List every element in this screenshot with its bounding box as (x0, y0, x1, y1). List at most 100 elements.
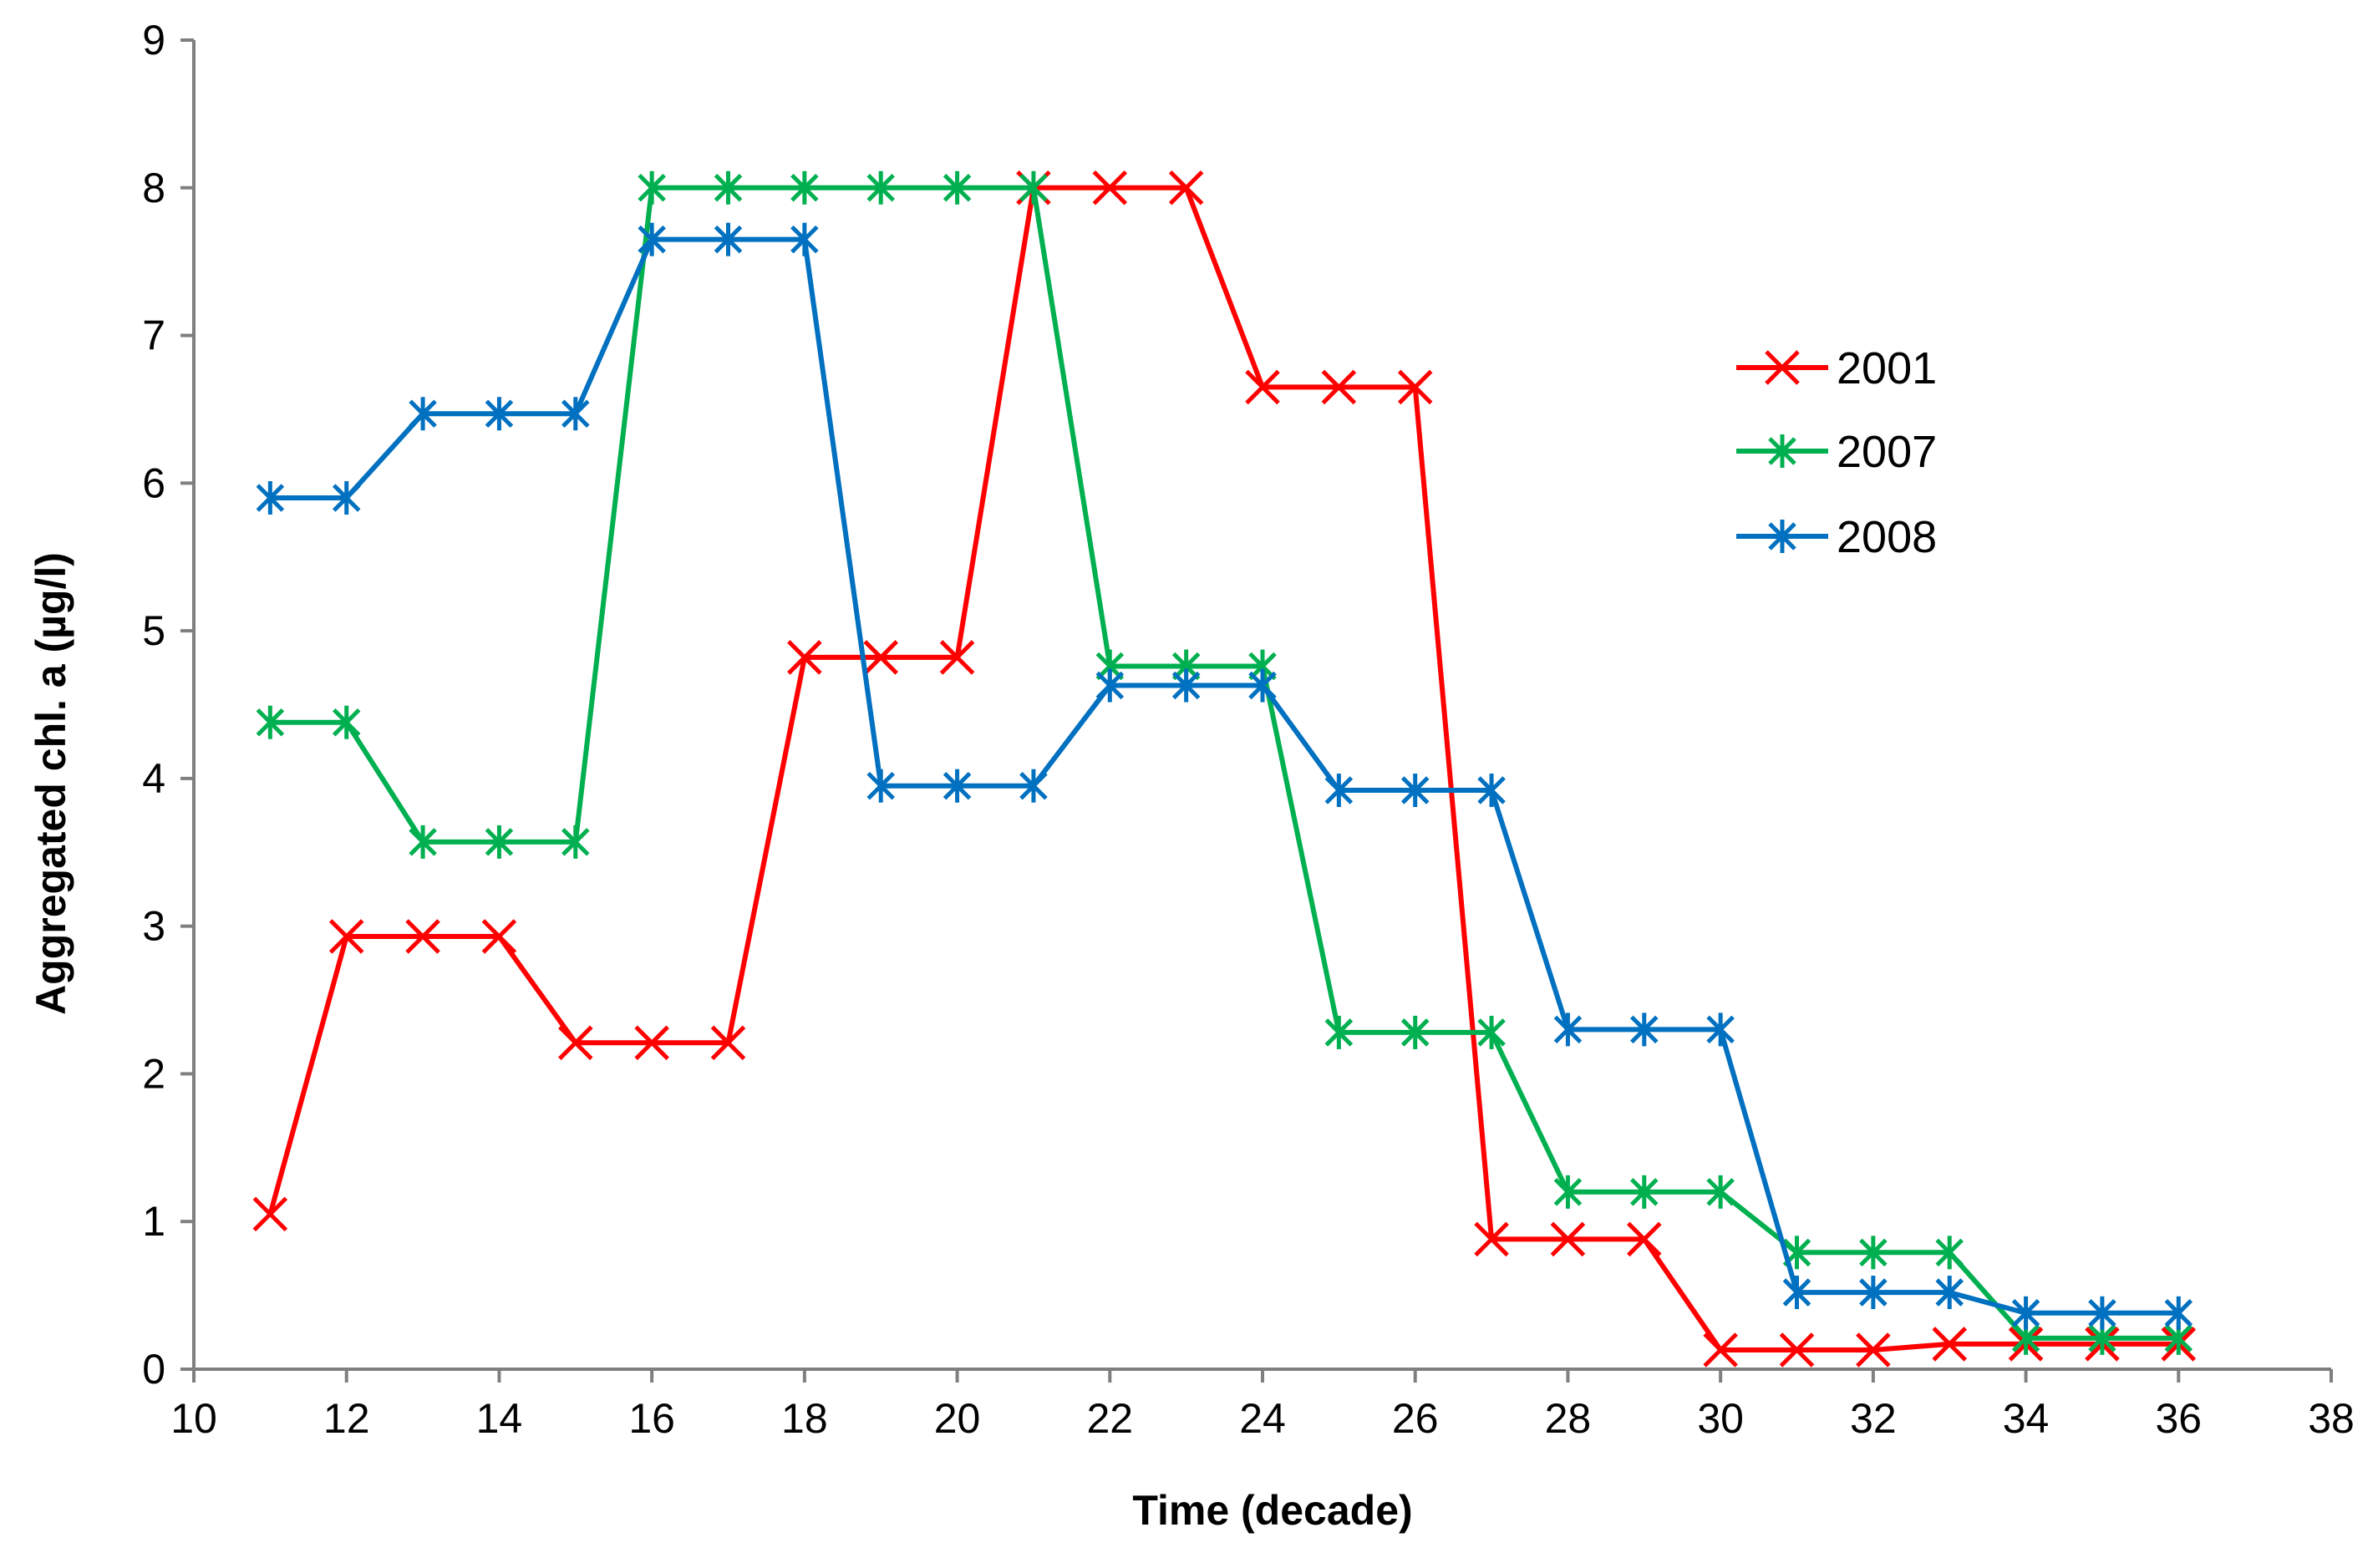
y-tick-label: 0 (142, 1346, 165, 1393)
data-point-2008 (638, 222, 666, 256)
data-point-2007 (943, 170, 972, 205)
legend-label: 2007 (1837, 427, 1937, 477)
data-point-2001 (1397, 369, 1433, 405)
x-tick-label: 28 (1545, 1395, 1592, 1442)
data-point-2008 (1782, 1276, 1811, 1310)
x-tick-label: 24 (1239, 1395, 1286, 1442)
data-point-2001 (1856, 1332, 1891, 1368)
y-tick-label: 7 (142, 312, 165, 359)
data-point-2008 (256, 481, 285, 515)
data-point-2001 (1321, 369, 1357, 405)
data-point-2001 (1092, 170, 1128, 206)
x-tick-label: 14 (476, 1395, 523, 1442)
legend-swatch-marker (1768, 520, 1796, 553)
data-point-2001 (1932, 1327, 1967, 1362)
x-tick-label: 36 (2155, 1395, 2202, 1442)
data-point-2007 (1324, 1015, 1354, 1049)
legend-label: 2001 (1837, 343, 1937, 393)
x-tick-label: 32 (1850, 1395, 1897, 1442)
x-tick-label: 16 (628, 1395, 675, 1442)
data-point-2007 (1553, 1175, 1583, 1209)
legend-swatch-marker (1765, 350, 1800, 385)
data-point-2008 (1553, 1012, 1583, 1047)
data-point-2001 (1627, 1221, 1662, 1257)
data-point-2008 (1859, 1276, 1888, 1310)
data-point-2008 (1935, 1276, 1964, 1310)
data-point-2007 (866, 170, 895, 205)
legend-swatch-marker (1768, 434, 1796, 468)
data-point-2007 (485, 825, 514, 859)
legend-item-2001: 2001 (1736, 343, 1937, 393)
x-tick-label: 10 (170, 1395, 217, 1442)
data-point-2001 (1474, 1221, 1509, 1257)
x-tick-label: 34 (2003, 1395, 2050, 1442)
data-point-2001 (1703, 1332, 1738, 1368)
legend-label: 2008 (1837, 512, 1937, 562)
series-layer (252, 170, 2197, 1368)
data-point-2008 (1171, 668, 1201, 703)
data-point-2008 (1477, 774, 1506, 808)
legend: 2001 2007 2008 (1736, 343, 1937, 562)
y-tick-label: 6 (142, 459, 165, 506)
y-tick-label: 3 (142, 903, 165, 950)
legend-item-2007: 2007 (1736, 427, 1937, 477)
series-2008 (256, 222, 2193, 1330)
x-axis-title: Time (decade) (1132, 1487, 1412, 1534)
data-point-2008 (714, 222, 743, 256)
data-point-2008 (1248, 668, 1277, 703)
data-point-2007 (561, 825, 590, 859)
data-point-2008 (1630, 1012, 1659, 1047)
data-point-2007 (790, 170, 819, 205)
series-line-2008 (270, 236, 2179, 1316)
data-point-2008 (1324, 774, 1354, 808)
data-point-2008 (866, 769, 895, 803)
data-point-2001 (1245, 369, 1280, 405)
data-point-2001 (558, 1025, 593, 1061)
data-point-2007 (1630, 1175, 1659, 1209)
data-point-2007 (1859, 1236, 1888, 1270)
data-point-2007 (1477, 1015, 1506, 1049)
x-tick-label: 38 (2308, 1395, 2355, 1442)
data-point-2008 (1095, 668, 1125, 703)
y-tick-label: 1 (142, 1198, 165, 1245)
data-point-2001 (1779, 1332, 1815, 1368)
data-point-2008 (943, 769, 972, 803)
data-point-2001 (787, 640, 822, 675)
data-point-2001 (405, 919, 440, 954)
data-point-2007 (638, 170, 666, 205)
data-point-2001 (634, 1025, 669, 1061)
data-point-2001 (1168, 170, 1204, 206)
data-point-2008 (2088, 1296, 2116, 1330)
series-line-2001 (267, 185, 2179, 1352)
data-point-2001 (939, 640, 975, 675)
data-point-2001 (252, 1196, 288, 1232)
y-tick-label: 4 (142, 755, 165, 802)
data-point-2001 (863, 640, 898, 675)
legend-item-2008: 2008 (1736, 512, 1937, 562)
data-point-2008 (1019, 769, 1048, 803)
data-point-2001 (710, 1025, 746, 1061)
data-point-2007 (256, 705, 285, 739)
data-point-2008 (332, 481, 361, 515)
series-2007 (256, 170, 2193, 1355)
x-tick-label: 22 (1086, 1395, 1133, 1442)
y-tick-label: 2 (142, 1050, 165, 1097)
data-point-2001 (1550, 1221, 1586, 1257)
data-point-2008 (409, 397, 437, 431)
x-tick-label: 20 (934, 1395, 981, 1442)
data-point-2007 (1019, 170, 1048, 205)
x-tick-label: 26 (1392, 1395, 1439, 1442)
y-tick-label: 8 (142, 165, 165, 211)
data-point-2007 (409, 825, 437, 859)
y-axis-title: Aggregated chl. a (µg/l) (28, 552, 74, 1015)
data-point-2007 (714, 170, 743, 205)
data-point-2008 (2164, 1296, 2193, 1330)
data-point-2001 (481, 919, 517, 954)
y-tick-label: 9 (142, 17, 165, 63)
data-point-2007 (1935, 1236, 1964, 1270)
x-tick-label: 30 (1697, 1395, 1744, 1442)
data-point-2008 (485, 397, 514, 431)
